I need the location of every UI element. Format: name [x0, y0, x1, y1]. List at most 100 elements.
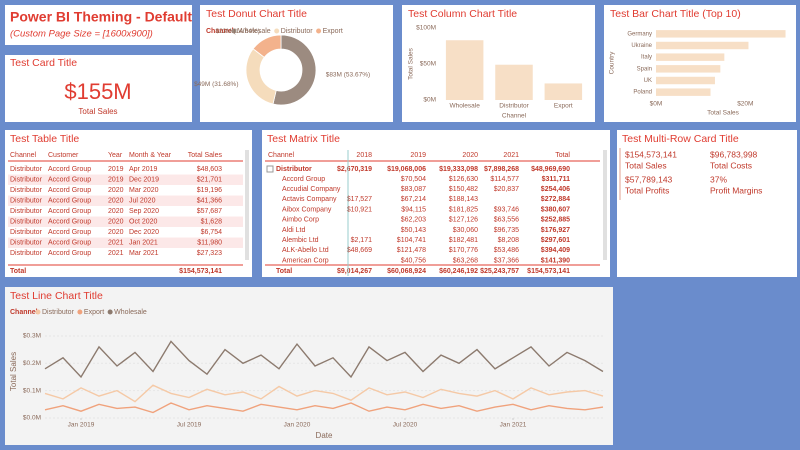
table-cell: Distributor — [10, 166, 43, 173]
y-tick-label: $0.2M — [23, 360, 41, 367]
matrix-total-cell: $60,246,192 — [439, 268, 478, 275]
matrix-cell: $394,409 — [541, 247, 570, 254]
matrix-cell: $127,126 — [449, 217, 478, 224]
donut-slice — [252, 34, 282, 58]
table-cell: Accord Group — [48, 250, 91, 257]
table-row-band — [8, 174, 243, 185]
table-cell: Jan 2021 — [129, 239, 158, 246]
bar — [656, 88, 711, 96]
table-cell: 2019 — [108, 176, 124, 183]
matrix-cell: $297,601 — [541, 237, 570, 244]
table-header: Year — [108, 152, 123, 159]
table-cell: $11,980 — [197, 239, 222, 246]
table-cell: Dec 2020 — [129, 229, 159, 236]
y-tick-label: Germany — [627, 31, 652, 37]
table-cell: Jul 2020 — [129, 197, 156, 204]
multi-row-value: $154,573,141 — [625, 149, 677, 159]
table-cell: Distributor — [10, 187, 43, 194]
table-cell: Sep 2020 — [129, 208, 159, 215]
x-tick-label: Distributor — [499, 103, 529, 110]
multi-row-value: $57,789,143 — [625, 174, 673, 184]
matrix-cell: $114,577 — [490, 176, 519, 183]
table-header: Total Sales — [188, 152, 223, 159]
matrix-group-cell: $48,969,690 — [531, 166, 570, 173]
legend-entry: Wholesale — [238, 28, 271, 35]
multi-row-label: Total Sales — [625, 160, 667, 170]
matrix-cell: $94,115 — [401, 206, 426, 213]
matrix-cell: $93,746 — [494, 206, 519, 213]
matrix-header: 2018 — [356, 152, 372, 159]
table-header: Customer — [48, 152, 79, 159]
table-row-band — [8, 195, 243, 206]
legend-swatch — [35, 309, 41, 315]
y-tick-label: $0.0M — [23, 415, 41, 422]
matrix-cell: $70,504 — [401, 176, 426, 183]
table-cell: $21,701 — [197, 176, 222, 183]
table-cell: 2020 — [108, 208, 124, 215]
table-cell: $19,196 — [197, 187, 222, 194]
multi-row-label: Total Profits — [625, 185, 669, 195]
table-cell: Dec 2019 — [129, 176, 159, 183]
chart-title: Test Donut Chart Title — [206, 8, 307, 20]
y-tick-label: Italy — [641, 55, 652, 61]
card-value: $155M — [64, 79, 131, 104]
multi-row-label: Total Costs — [710, 160, 752, 170]
card-label: Total Sales — [78, 107, 117, 116]
x-tick-label: $0M — [650, 101, 663, 108]
y-axis-label: Total Sales — [9, 352, 18, 391]
matrix-cell: $170,776 — [449, 247, 478, 254]
matrix-cell: $141,390 — [541, 257, 570, 264]
y-tick-label: Poland — [633, 90, 652, 96]
y-tick-label: $0.3M — [23, 333, 41, 340]
chart-title: Test Line Chart Title — [10, 290, 103, 302]
table-cell: 2020 — [108, 229, 124, 236]
table-cell: Accord Group — [48, 218, 91, 225]
matrix-total-cell: $60,068,924 — [387, 268, 426, 275]
table-cell: Accord Group — [48, 166, 91, 173]
table-cell: Accord Group — [48, 187, 91, 194]
table-cell: Mar 2021 — [129, 250, 159, 257]
table-cell: $27,323 — [197, 250, 222, 257]
matrix-cell: $53,486 — [494, 247, 519, 254]
matrix-cell: $252,885 — [541, 217, 570, 224]
header-panel — [5, 5, 192, 45]
matrix-cell: $2,171 — [351, 237, 373, 244]
matrix-header: Channel — [268, 152, 295, 159]
legend-swatch — [107, 309, 113, 315]
matrix-cell: American Corp — [282, 257, 329, 264]
chart-title: Test Column Chart Title — [408, 8, 517, 20]
legend-title: Channel — [206, 28, 234, 35]
matrix-group-cell: $7,898,268 — [484, 166, 519, 173]
matrix-cell: $176,927 — [541, 227, 570, 234]
table-cell: Accord Group — [48, 208, 91, 215]
table-total-label: Total — [10, 268, 26, 275]
legend-swatch — [231, 28, 237, 34]
matrix-cell: $30,060 — [453, 227, 478, 234]
matrix-group-cell: $2,670,319 — [337, 166, 372, 173]
matrix-cell: $50,143 — [401, 227, 426, 234]
table-cell: Apr 2019 — [129, 166, 158, 173]
table-header: Channel — [10, 152, 37, 159]
matrix-cell: $380,607 — [541, 206, 570, 213]
table-cell: Distributor — [10, 176, 43, 183]
legend-swatch — [316, 28, 322, 34]
table-row-band — [8, 237, 243, 248]
matrix-cell: $188,143 — [449, 196, 478, 203]
legend-swatch — [274, 28, 280, 34]
x-axis-label: Total Sales — [707, 110, 740, 117]
matrix-cell: $181,825 — [449, 206, 478, 213]
x-tick-label: $20M — [737, 101, 753, 108]
bar — [656, 41, 749, 50]
donut-label: $23M (14.64%) — [215, 28, 259, 35]
table-cell: 2020 — [108, 197, 124, 204]
multi-row-label: Profit Margins — [710, 185, 762, 195]
matrix-cell: $17,527 — [347, 196, 372, 203]
legend-entry: Distributor — [42, 309, 75, 316]
table-cell: 2021 — [108, 250, 124, 257]
column — [544, 83, 583, 100]
matrix-cell: $40,756 — [401, 257, 426, 264]
x-tick-label: Jan 2020 — [284, 422, 311, 429]
x-tick-label: Jan 2019 — [68, 422, 95, 429]
table-row-band — [8, 216, 243, 227]
